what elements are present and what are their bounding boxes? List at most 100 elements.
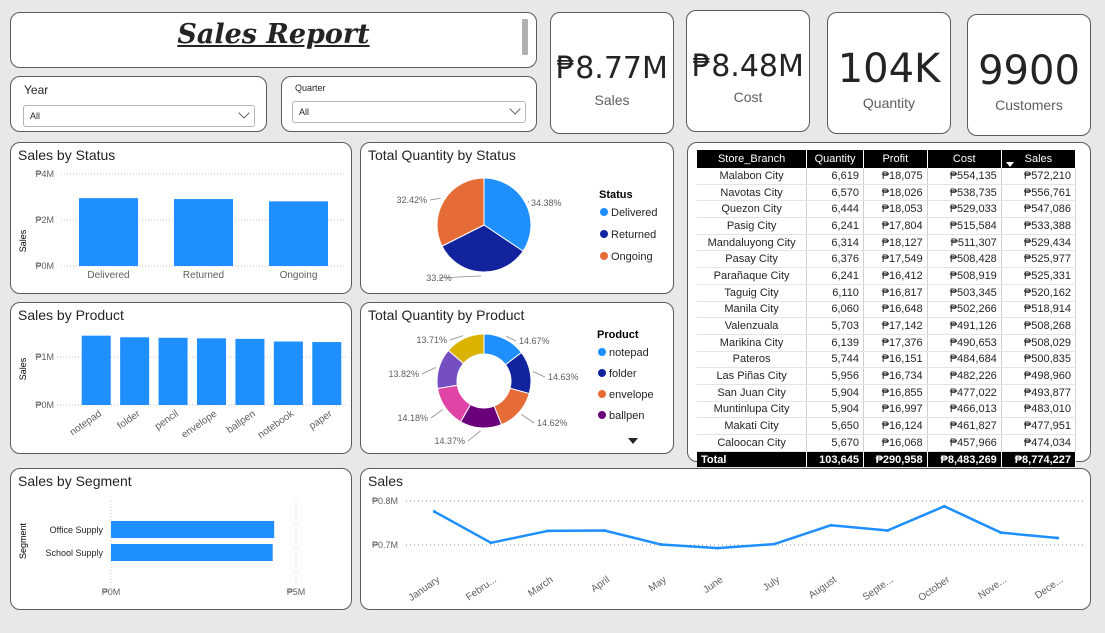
- table-cell: ₱502,266: [927, 301, 1002, 319]
- bar: [273, 341, 303, 405]
- table-cell: 6,241: [806, 267, 864, 285]
- column-header[interactable]: Sales: [1001, 150, 1077, 168]
- x-tick: Returned: [183, 270, 224, 281]
- sales-by-segment-card: Sales by Segment Segment ₱0M ₱5M Office …: [10, 468, 352, 610]
- table-cell: Las Piñas City: [697, 367, 808, 385]
- table-cell: San Juan City: [697, 384, 808, 402]
- table-row[interactable]: Las Piñas City 5,956 ₱16,734 ₱482,226 ₱498,9…: [697, 367, 1077, 385]
- table-cell: ₱554,135: [927, 168, 1002, 185]
- data-label: 14.62%: [537, 418, 568, 428]
- table-row[interactable]: Pateros 5,744 ₱16,151 ₱484,684 ₱500,835: [697, 351, 1077, 369]
- table-cell: ₱533,388: [1001, 217, 1077, 235]
- bar: [312, 342, 342, 405]
- data-label: 14.63%: [548, 372, 579, 382]
- table-cell: Pasig City: [697, 217, 808, 235]
- table-cell: 6,139: [806, 334, 864, 352]
- data-label: 33.2%: [426, 273, 452, 283]
- table-cell: ₱508,428: [927, 250, 1002, 269]
- table-row[interactable]: Manila City 6,060 ₱16,648 ₱502,266 ₱518,914: [697, 301, 1077, 319]
- data-point: [432, 510, 436, 514]
- table-cell: ₱16,124: [863, 417, 928, 435]
- table-cell: ₱508,029: [1001, 334, 1077, 352]
- table-row[interactable]: Marikina City 6,139 ₱17,376 ₱490,653 ₱508,02…: [697, 334, 1077, 352]
- data-point: [716, 546, 720, 550]
- table-row[interactable]: Valenzuala 5,703 ₱17,142 ₱491,126 ₱508,268: [697, 317, 1077, 335]
- quarter-value: All: [299, 107, 310, 117]
- leader-line: [430, 409, 444, 419]
- table-row[interactable]: Caloocan City 5,670 ₱16,068 ₱457,966 ₱474,03…: [697, 434, 1077, 452]
- column-header[interactable]: Profit: [863, 150, 928, 168]
- leader-line: [449, 335, 464, 341]
- y-tick: ₱0M: [35, 400, 54, 410]
- x-tick: paper: [307, 408, 335, 432]
- bar: [120, 337, 150, 405]
- table-cell: ₱474,034: [1001, 434, 1077, 452]
- table-cell: ₱508,919: [927, 267, 1002, 285]
- x-tick: notebook: [256, 408, 297, 441]
- table-cell: Pasay City: [697, 250, 808, 269]
- x-tick: Ongoing: [280, 270, 318, 281]
- x-tick: Febru...: [464, 574, 499, 603]
- table-cell: 6,060: [806, 301, 864, 319]
- kpi-sales-value: ₱8.77M: [556, 51, 668, 86]
- table-cell: Caloocan City: [697, 434, 808, 452]
- data-point: [886, 528, 890, 532]
- sales-line-card: Sales ₱0.8M ₱0.7M January Febru... March Ap…: [360, 468, 1091, 610]
- table-cell: ₱500,835: [1001, 351, 1077, 369]
- table-cell: ₱556,761: [1001, 184, 1077, 202]
- y-tick: ₱4M: [35, 169, 54, 179]
- table-cell: ₱525,977: [1001, 250, 1077, 269]
- x-tick: October: [917, 574, 953, 604]
- table-row[interactable]: Pasay City 6,376 ₱17,549 ₱508,428 ₱525,977: [697, 250, 1077, 269]
- table-cell: Manila City: [697, 301, 808, 319]
- table-row[interactable]: Muntinlupa City 5,904 ₱16,997 ₱466,013 ₱483,…: [697, 401, 1077, 419]
- legend-dot: [600, 208, 608, 216]
- table-cell: Makati City: [697, 417, 808, 435]
- kpi-quantity-value: 104K: [837, 46, 941, 92]
- table-cell: Mandaluyong City: [697, 234, 808, 252]
- total-cell: Total: [697, 451, 808, 469]
- table-cell: ₱16,412: [863, 267, 928, 285]
- table-cell: Pateros: [697, 351, 808, 369]
- table-row[interactable]: Navotas City 6,570 ₱18,026 ₱538,735 ₱556,761: [697, 184, 1077, 202]
- kpi-sales-label: Sales: [594, 92, 630, 108]
- table-header-row: Store_Branch Quantity Profit Cost Sales: [697, 150, 1077, 168]
- table-row[interactable]: Malabon City 6,619 ₱18,075 ₱554,135 ₱572,210: [697, 168, 1077, 185]
- quarter-slicer[interactable]: Quarter All: [281, 76, 537, 132]
- table-cell: ₱17,376: [863, 334, 928, 352]
- legend-scroll-down-icon[interactable]: [628, 438, 638, 444]
- legend-item: ballpen: [609, 410, 644, 422]
- table-row[interactable]: Taguig City 6,110 ₱16,817 ₱503,345 ₱520,162: [697, 284, 1077, 302]
- chevron-down-icon: [509, 103, 521, 115]
- table-row[interactable]: San Juan City 5,904 ₱16,855 ₱477,022 ₱493,87…: [697, 384, 1077, 402]
- donut-slice-paper: [447, 333, 485, 365]
- table-cell: ₱17,804: [863, 217, 928, 235]
- column-header[interactable]: Cost: [927, 150, 1002, 168]
- data-point: [602, 528, 606, 532]
- quantity-by-status-title: Total Quantity by Status: [368, 147, 516, 163]
- y-tick: ₱0.8M: [372, 496, 398, 506]
- column-header[interactable]: Quantity: [806, 150, 864, 168]
- year-slicer[interactable]: Year All: [10, 76, 267, 132]
- table-cell: Marikina City: [697, 334, 808, 352]
- table-cell: 6,570: [806, 184, 864, 202]
- table-row[interactable]: Parañaque City 6,241 ₱16,412 ₱508,919 ₱525,3…: [697, 267, 1077, 285]
- x-tick: Delivered: [87, 270, 129, 281]
- year-dropdown[interactable]: All: [23, 105, 255, 127]
- legend-item: Returned: [611, 229, 656, 241]
- scrollbar[interactable]: [522, 19, 528, 55]
- table-cell: ₱477,022: [927, 384, 1002, 402]
- table-row[interactable]: Pasig City 6,241 ₱17,804 ₱515,584 ₱533,388: [697, 217, 1077, 235]
- bar: [197, 338, 226, 405]
- table-row[interactable]: Mandaluyong City 6,314 ₱18,127 ₱511,307 ₱529…: [697, 234, 1077, 252]
- quarter-dropdown[interactable]: All: [292, 101, 526, 123]
- table-cell: ₱493,877: [1001, 384, 1077, 402]
- table-cell: ₱18,075: [863, 168, 928, 185]
- column-header[interactable]: Store_Branch: [697, 150, 808, 168]
- table-row[interactable]: Quezon City 6,444 ₱18,053 ₱529,033 ₱547,086: [697, 200, 1077, 219]
- table-cell: Navotas City: [697, 184, 808, 202]
- leader-line: [527, 200, 530, 204]
- data-point: [1056, 536, 1060, 540]
- bar: [111, 521, 275, 538]
- table-row[interactable]: Makati City 5,650 ₱16,124 ₱461,827 ₱477,951: [697, 417, 1077, 435]
